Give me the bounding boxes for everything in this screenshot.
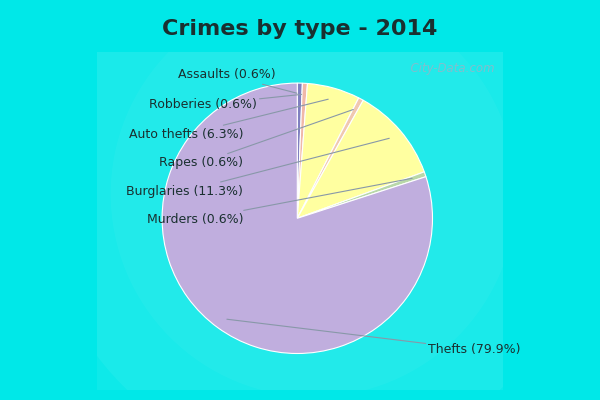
Wedge shape bbox=[297, 172, 426, 218]
Wedge shape bbox=[297, 84, 359, 218]
Text: Rapes (0.6%): Rapes (0.6%) bbox=[159, 110, 353, 169]
Wedge shape bbox=[297, 83, 307, 218]
Circle shape bbox=[43, 0, 584, 400]
Text: Auto thefts (6.3%): Auto thefts (6.3%) bbox=[129, 99, 328, 141]
Text: Thefts (79.9%): Thefts (79.9%) bbox=[227, 319, 521, 356]
Wedge shape bbox=[297, 98, 363, 218]
Wedge shape bbox=[297, 100, 424, 218]
Text: City-Data.com: City-Data.com bbox=[403, 62, 494, 75]
Text: Crimes by type - 2014: Crimes by type - 2014 bbox=[163, 18, 437, 39]
Text: Murders (0.6%): Murders (0.6%) bbox=[147, 178, 412, 226]
Text: Burglaries (11.3%): Burglaries (11.3%) bbox=[127, 138, 389, 198]
Wedge shape bbox=[162, 83, 433, 354]
Text: Robberies (0.6%): Robberies (0.6%) bbox=[149, 94, 302, 111]
Text: Assaults (0.6%): Assaults (0.6%) bbox=[178, 68, 297, 93]
Wedge shape bbox=[297, 83, 302, 218]
